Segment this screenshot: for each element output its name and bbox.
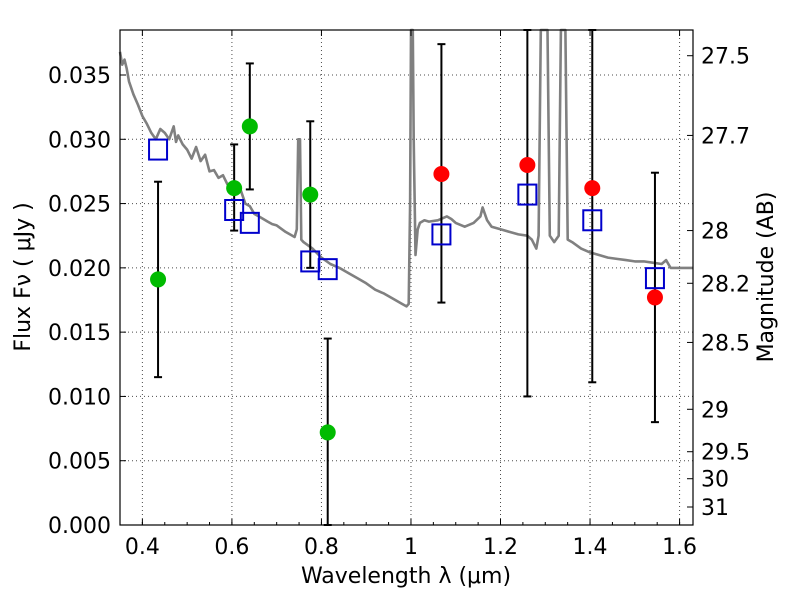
mag-tick-label: 29.5 [701, 441, 750, 466]
mag-tick-label: 29 [701, 398, 729, 423]
data-points [148, 118, 665, 441]
model-flux-square [239, 211, 260, 234]
x-tick-label: 1.6 [662, 535, 697, 560]
y-tick-label: 0.030 [48, 128, 111, 153]
observed-point-green [241, 118, 258, 135]
x-tick-label: 1.2 [483, 535, 518, 560]
mag-tick-label: 28 [701, 220, 729, 245]
x-tick-label: 0.8 [304, 535, 339, 560]
observed-point-green [150, 271, 167, 288]
error-bars [154, 29, 659, 526]
axes: 0.4 0.6 0.8 1 1.2 1.4 1.6 0.000 0.005 0.010 0.015 0… [48, 29, 750, 560]
observed-point-green [319, 424, 336, 441]
mag-tick-label: 27.7 [701, 124, 750, 149]
observed-point-red [519, 157, 536, 173]
observed-point-green [226, 180, 243, 197]
grid [120, 30, 693, 526]
x-axis-label: Wavelength λ (μm) [301, 564, 511, 589]
y-tick-label: 0.020 [48, 257, 111, 282]
x-tick-label: 1.4 [573, 535, 608, 560]
model-flux-square [317, 258, 338, 281]
mag-tick-label: 27.5 [701, 45, 750, 70]
observed-point-red [584, 180, 601, 197]
model-sed-line-group [118, 28, 693, 308]
plot-frame [119, 29, 694, 526]
y-tick-label: 0.015 [48, 321, 111, 346]
mag-tick-label: 30 [701, 468, 729, 493]
y-tick-label: 0.025 [48, 193, 111, 218]
y-axis-label: Flux Fν ( μJy ) [11, 202, 36, 351]
mag-tick-label: 28.2 [701, 272, 750, 297]
x-tick-label: 0.6 [214, 535, 249, 560]
x-tick-label: 1 [404, 535, 418, 560]
model-flux-square [517, 183, 538, 206]
x-tick-label: 0.4 [125, 535, 160, 560]
observed-point-red [646, 289, 663, 306]
y-tick-label: 0.000 [48, 514, 111, 539]
observed-point-red [433, 166, 450, 182]
mag-tick-label: 31 [701, 496, 729, 521]
y2-axis-label: Magnitude (AB) [754, 192, 779, 363]
model-flux-square [148, 138, 169, 161]
observed-point-green [302, 186, 319, 203]
model-flux-square [431, 223, 452, 246]
y-tick-label: 0.035 [48, 64, 111, 89]
mag-tick-label: 28.5 [701, 331, 750, 356]
y-tick-label: 0.010 [48, 385, 111, 410]
y-tick-label: 0.005 [48, 450, 111, 475]
model-flux-square [224, 199, 245, 221]
model-sed-line [118, 28, 693, 308]
model-flux-square [644, 267, 665, 290]
model-flux-square [582, 209, 603, 232]
